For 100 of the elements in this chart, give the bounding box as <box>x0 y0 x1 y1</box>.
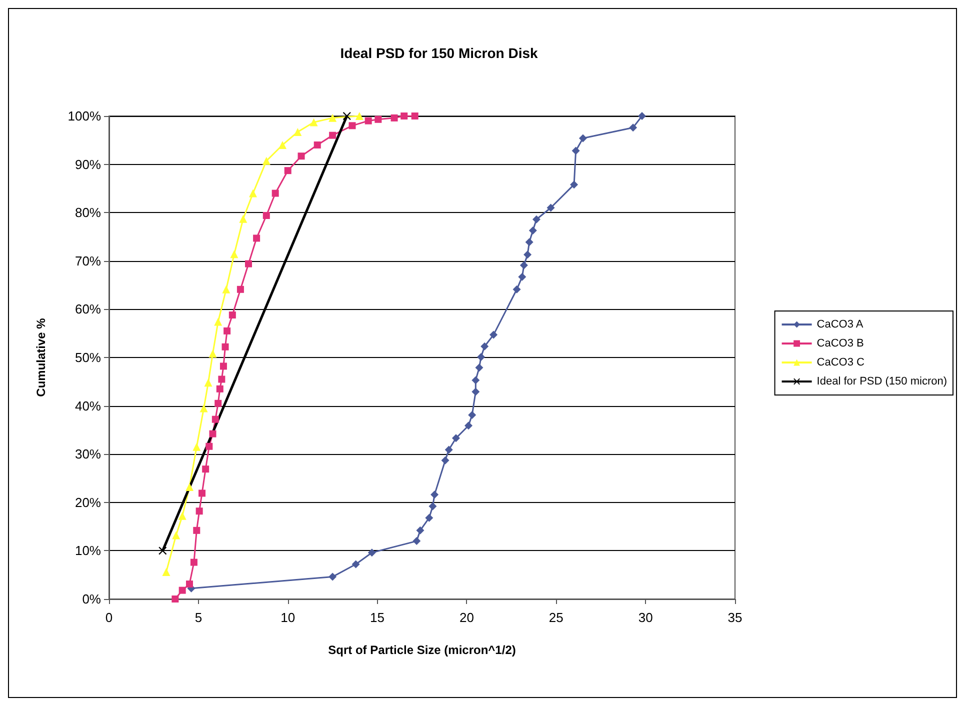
x-tick-label: 30 <box>638 610 653 625</box>
point <box>198 490 206 497</box>
x-tick-label: 0 <box>105 610 113 625</box>
point <box>172 531 180 540</box>
point <box>202 466 210 473</box>
point <box>208 350 217 358</box>
point <box>204 378 212 387</box>
y-tick-label: 100% <box>68 108 102 124</box>
point <box>278 140 286 149</box>
point <box>525 238 534 246</box>
point <box>329 132 336 139</box>
y-tick-label: 70% <box>74 253 102 268</box>
point <box>218 376 226 383</box>
point <box>400 112 408 120</box>
point <box>178 512 186 520</box>
point <box>230 250 238 258</box>
point <box>214 400 222 407</box>
point <box>411 112 418 120</box>
point <box>546 204 555 212</box>
point <box>374 116 382 123</box>
legend-label: CaCO3 C <box>816 356 865 368</box>
point <box>192 442 201 451</box>
point <box>518 272 526 281</box>
chart-title: Ideal PSD for 150 Micron Disk <box>340 45 538 61</box>
point <box>253 234 260 242</box>
point <box>193 526 200 534</box>
point <box>310 118 318 126</box>
y-tick-label: 60% <box>74 302 102 317</box>
point <box>468 410 476 419</box>
point <box>472 388 480 396</box>
y-tick-label: 30% <box>74 446 102 462</box>
point <box>298 152 305 160</box>
point <box>222 285 230 294</box>
point <box>158 546 167 555</box>
point <box>190 558 198 566</box>
x-tick-label: 35 <box>728 610 742 625</box>
y-axis-title: Cumulative % <box>34 318 48 397</box>
point <box>172 596 179 602</box>
point <box>196 508 203 515</box>
point <box>452 434 460 442</box>
point <box>248 189 257 198</box>
y-tick-label: 10% <box>74 543 102 558</box>
point <box>532 215 540 224</box>
point <box>220 362 227 370</box>
point <box>364 117 372 124</box>
point <box>390 114 398 122</box>
point <box>425 514 434 522</box>
point <box>355 112 364 120</box>
point <box>444 446 453 454</box>
x-tick-label: 5 <box>194 610 202 625</box>
point <box>638 112 646 120</box>
point <box>328 114 337 122</box>
y-tick-label: 0% <box>82 592 102 606</box>
point <box>512 285 521 294</box>
point <box>629 124 638 132</box>
point <box>185 482 194 491</box>
point <box>368 548 376 557</box>
y-tick-label: 80% <box>74 205 102 220</box>
point <box>236 286 244 293</box>
y-tick-label: 90% <box>74 156 102 172</box>
point <box>520 261 528 270</box>
point <box>430 490 439 499</box>
legend-label: CaCO3 B <box>816 338 864 350</box>
point <box>216 385 224 392</box>
point <box>239 214 248 223</box>
point <box>224 327 231 334</box>
point <box>212 416 219 423</box>
point <box>294 128 302 136</box>
point <box>186 580 193 588</box>
x-tick-label: 10 <box>280 610 296 625</box>
point <box>475 364 484 372</box>
point <box>528 226 537 234</box>
point <box>228 311 236 318</box>
point <box>222 343 229 350</box>
point <box>342 112 351 120</box>
point <box>328 572 337 581</box>
point <box>472 376 480 384</box>
point <box>262 156 270 165</box>
x-tick-label: 20 <box>459 610 474 625</box>
y-tick-label: 40% <box>74 398 102 414</box>
point <box>178 586 186 594</box>
point <box>314 141 321 148</box>
y-tick-label: 50% <box>74 350 102 365</box>
legend-label: CaCO3 A <box>816 318 864 330</box>
point <box>441 456 450 464</box>
point <box>245 260 252 268</box>
point <box>209 430 216 438</box>
y-tick-label: 20% <box>74 494 102 510</box>
point <box>214 318 222 326</box>
point <box>578 134 587 142</box>
point <box>428 502 437 510</box>
x-axis-title: Sqrt of Particle Size (micron^1/2) <box>328 643 516 657</box>
point <box>272 190 279 197</box>
point <box>348 122 356 130</box>
point <box>162 568 170 576</box>
point <box>206 442 213 450</box>
point <box>570 180 578 189</box>
point <box>200 404 208 412</box>
point <box>412 537 421 546</box>
point <box>352 560 360 568</box>
